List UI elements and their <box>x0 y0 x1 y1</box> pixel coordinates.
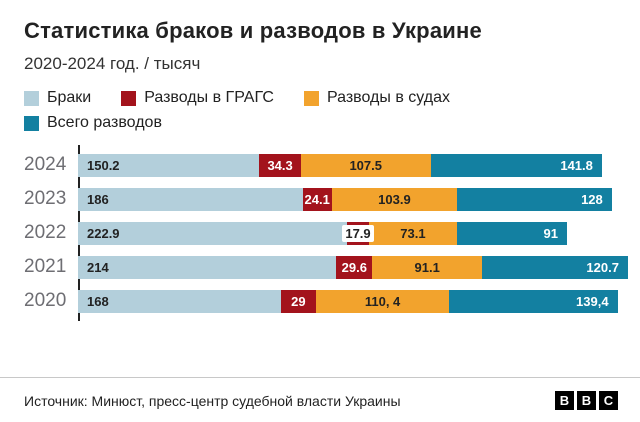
bbc-logo-letter: B <box>577 391 596 410</box>
bar-value-label: 168 <box>87 293 109 309</box>
chart-row-2020: 2020 168 29 110, 4 139,4 <box>24 284 628 318</box>
bar-value-label: 24.1 <box>304 191 330 207</box>
bar-segment: 222.9 <box>78 221 348 245</box>
bar-segment: 214 <box>78 255 337 279</box>
bar-value-label: 29 <box>291 293 306 309</box>
bar-track: 214 29.6 91.1 120.7 <box>78 255 628 279</box>
bar-value-label: 29.6 <box>341 259 367 275</box>
chart-row-2021: 2021 214 29.6 91.1 120.7 <box>24 250 628 284</box>
bar-track: 222.9 17.9 73.1 91 <box>78 221 628 245</box>
source-text: Источник: Минюст, пресс-центр судебной в… <box>24 392 401 409</box>
chart-footer: Источник: Минюст, пресс-центр судебной в… <box>0 379 640 422</box>
year-label: 2024 <box>24 154 67 175</box>
chart-legend: Браки Разводы в ГРАГС Разводы в судах Всего… <box>0 74 620 132</box>
bbc-logo-letter: B <box>555 391 574 410</box>
bar-value-label: 91.1 <box>414 259 440 275</box>
footer-divider <box>0 377 640 378</box>
bar-segment: 128 <box>457 187 612 211</box>
bar-value-label: 17.9 <box>342 224 374 242</box>
legend-label: Разводы в ГРАГС <box>144 89 274 106</box>
bar-segment: 139,4 <box>449 289 618 313</box>
legend-swatch <box>24 115 39 131</box>
legend-label: Браки <box>47 89 92 106</box>
bar-value-label: 91 <box>543 225 558 241</box>
legend-label: Разводы в судах <box>326 89 450 106</box>
bar-segment: 107.5 <box>300 153 431 177</box>
legend-item-2: Разводы в судах <box>303 89 450 107</box>
chart-row-2022: 2022 222.9 17.9 73.1 91 <box>24 216 628 250</box>
chart-header: Статистика браков и разводов в Украине 2… <box>0 0 640 74</box>
bar-segment: 24.1 <box>302 187 332 211</box>
year-label: 2020 <box>24 290 67 311</box>
bar-value-label: 186 <box>87 191 109 207</box>
bar-segment: 103.9 <box>331 187 458 211</box>
bar-segment: 91 <box>457 221 567 245</box>
bar-segment: 29.6 <box>336 255 373 279</box>
bar-segment: 168 <box>78 289 281 313</box>
bar-track: 150.2 34.3 107.5 141.8 <box>78 153 628 177</box>
bar-value-label: 141.8 <box>560 157 593 173</box>
bar-value-label: 73.1 <box>400 225 426 241</box>
chart-row-2024: 2024 150.2 34.3 107.5 141.8 <box>24 148 628 182</box>
legend-swatch <box>24 90 39 106</box>
bar-value-label: 103.9 <box>378 191 411 207</box>
bar-segment: 29 <box>280 289 316 313</box>
bar-segment: 120.7 <box>482 255 628 279</box>
bar-track: 186 24.1 103.9 128 <box>78 187 628 211</box>
legend-item-0: Браки <box>24 89 91 107</box>
chart-row-2023: 2023 186 24.1 103.9 128 <box>24 182 628 216</box>
bar-segment: 34.3 <box>259 153 301 177</box>
legend-item-1: Разводы в ГРАГС <box>121 89 274 107</box>
bar-segment: 110, 4 <box>315 289 450 313</box>
legend-swatch <box>303 90 319 106</box>
bbc-logo-letter: C <box>599 391 618 410</box>
bar-value-label: 139,4 <box>576 293 609 309</box>
stacked-bar-chart: 2024 150.2 34.3 107.5 141.8 2023 186 24.1 103.9 1… <box>24 145 628 321</box>
year-label: 2022 <box>24 222 67 243</box>
bar-segment: 150.2 <box>78 153 260 177</box>
bar-value-label: 214 <box>87 259 109 275</box>
bar-value-label: 110, 4 <box>364 293 401 309</box>
bar-value-label: 120.7 <box>586 259 619 275</box>
year-label: 2023 <box>24 188 67 209</box>
bar-segment: 73.1 <box>368 221 458 245</box>
bar-value-label: 150.2 <box>87 157 120 173</box>
bar-value-label: 34.3 <box>267 157 293 173</box>
bar-value-label: 107.5 <box>349 157 382 173</box>
chart-title: Статистика браков и разводов в Украине <box>24 18 482 43</box>
bar-segment: 186 <box>78 187 303 211</box>
bar-value-label: 128 <box>581 191 603 207</box>
legend-swatch <box>121 90 137 106</box>
bar-segment: 91.1 <box>372 255 483 279</box>
year-label: 2021 <box>24 256 67 277</box>
legend-item-3: Всего разводов <box>24 114 162 132</box>
bar-segment: 141.8 <box>430 153 602 177</box>
chart-subtitle: 2020-2024 год. / тысяч <box>24 54 201 73</box>
legend-label: Всего разводов <box>47 114 162 131</box>
bar-track: 168 29 110, 4 139,4 <box>78 289 628 313</box>
bar-segment: 17.9 <box>342 221 374 245</box>
bar-value-label: 222.9 <box>87 225 120 241</box>
